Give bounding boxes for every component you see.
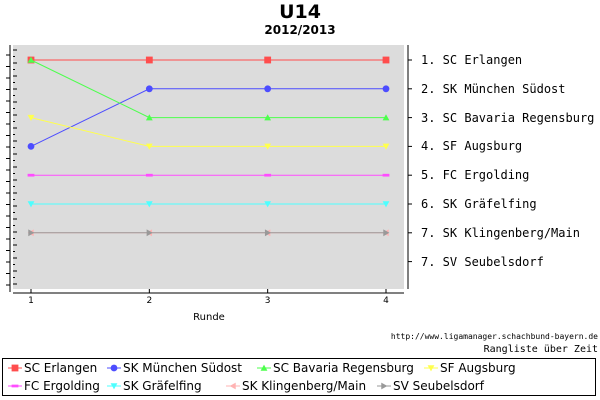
- data-point: [145, 114, 153, 121]
- series-layer: [27, 56, 390, 237]
- data-point: [382, 85, 390, 93]
- data-point: [145, 201, 153, 208]
- data-point: [27, 56, 35, 63]
- series-4: [27, 173, 390, 177]
- data-point: [27, 114, 35, 121]
- legend-marker: [427, 365, 435, 372]
- series-line: [30, 117, 386, 147]
- legend-marker: [11, 364, 19, 372]
- data-point: [264, 143, 272, 150]
- source-link[interactable]: http://www.ligamanager.schachbund-bayern…: [390, 332, 598, 341]
- data-point: [28, 229, 35, 237]
- legend-swatch: [377, 382, 391, 390]
- legend-label: FC Ergolding: [24, 379, 100, 393]
- data-point: [382, 114, 390, 121]
- legend-label: SK München Südost: [123, 361, 243, 375]
- legend-label: SC Erlangen: [24, 361, 98, 375]
- data-point: [382, 201, 390, 208]
- rank-label: 7. SV Seubelsdorf: [421, 254, 544, 269]
- legend-swatch: [8, 364, 22, 372]
- legend-swatch: [107, 383, 121, 390]
- x-tick-label: 2: [146, 296, 153, 306]
- series-3: [27, 114, 390, 150]
- legend-marker: [260, 364, 268, 371]
- series-2: [27, 56, 390, 121]
- data-point: [264, 229, 272, 237]
- rank-label: 6. SK Gräfelfing: [421, 197, 537, 211]
- data-point: [146, 229, 153, 237]
- x-tick-label: 3: [264, 296, 271, 306]
- legend-label: SF Augsburg: [440, 361, 516, 375]
- rank-label: 5. FC Ergolding: [421, 168, 530, 183]
- data-point: [264, 114, 272, 121]
- legend-marker: [110, 383, 118, 390]
- data-point: [264, 85, 272, 93]
- data-point: [264, 201, 272, 208]
- chart-note: Rangliste über Zeit: [483, 344, 598, 355]
- chart-subtitle: 2012/2013: [264, 23, 336, 37]
- axis-ticks: [6, 49, 412, 293]
- legend-marker: [11, 384, 19, 388]
- data-point: [264, 56, 272, 64]
- legend-label: SK Klingenberg/Main: [242, 379, 367, 393]
- data-point: [383, 229, 390, 237]
- data-point: [145, 173, 153, 177]
- legend-label: SC Bavaria Regensburg: [273, 361, 414, 375]
- legend-marker: [110, 364, 118, 372]
- rank-label: 1. SC Erlangen: [421, 53, 523, 67]
- data-point: [145, 85, 153, 93]
- data-point: [382, 143, 390, 150]
- x-axis-label: Runde: [193, 312, 225, 323]
- series-7: [28, 229, 390, 237]
- rank-label: 7. SK Klingenberg/Main: [421, 225, 580, 240]
- rank-label: 4. SF Augsburg: [421, 139, 523, 154]
- data-point: [382, 56, 390, 64]
- data-point: [145, 143, 153, 150]
- rank-label: 2. SK München Südost: [421, 81, 566, 96]
- x-tick-label: 4: [383, 296, 389, 306]
- data-point: [382, 173, 390, 177]
- legend-swatch: [257, 364, 271, 371]
- data-point: [264, 173, 272, 177]
- plot-area: [13, 45, 404, 289]
- data-point: [27, 201, 35, 208]
- rank-label: 3. SC Bavaria Regensburg: [421, 110, 595, 125]
- series-5: [27, 201, 390, 208]
- legend-marker: [381, 382, 388, 390]
- series-line: [30, 88, 386, 147]
- legend-marker: [229, 382, 236, 390]
- data-point: [145, 56, 153, 64]
- series-1: [27, 85, 390, 150]
- series-line: [30, 59, 386, 119]
- data-point: [27, 143, 35, 150]
- legend-swatch: [226, 382, 240, 390]
- data-point: [27, 173, 35, 177]
- legend: SC Erlangen SK München Südost SC Bavaria R…: [2, 358, 596, 396]
- legend-swatch: [8, 384, 22, 388]
- legend-swatch: [424, 365, 438, 372]
- chart-title: U14: [279, 1, 321, 23]
- legend-swatch: [107, 364, 121, 372]
- legend-label: SV Seubelsdorf: [393, 379, 484, 393]
- x-tick-label: 1: [28, 296, 34, 306]
- legend-label: SK Gräfelfing: [123, 379, 202, 393]
